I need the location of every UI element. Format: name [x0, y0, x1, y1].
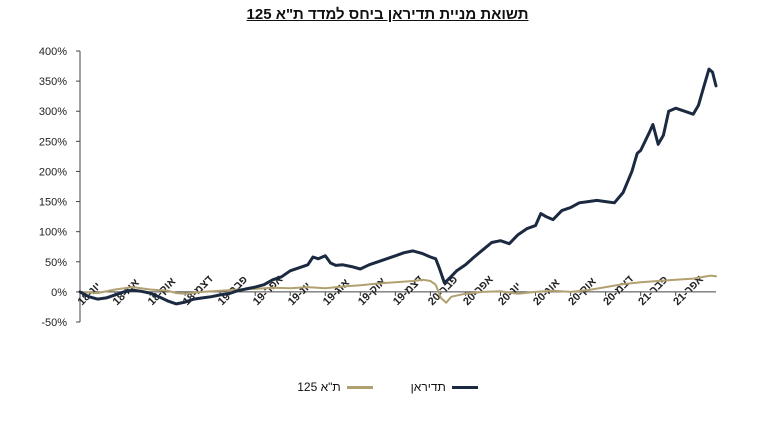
legend-item-tadiran: תדיראן [411, 380, 478, 394]
series-line-tadiran [78, 67, 718, 306]
y-tick-label: 100% [39, 227, 67, 239]
y-tick-label: 350% [39, 76, 67, 88]
legend-item-ta125: ת"א 125 [297, 380, 373, 394]
legend-swatch-ta125 [346, 385, 373, 389]
legend-swatch-tadiran [451, 385, 478, 389]
x-tick-label: פבר-21 [636, 274, 670, 308]
chart-title: תשואת מניית תדיראן ביחס למדד ת"א 125 [246, 6, 529, 23]
x-tick-label: דצמ-20 [601, 273, 636, 308]
y-tick-label: 200% [39, 166, 67, 178]
y-tick-label: -50% [41, 317, 67, 329]
legend-label-tadiran: תדיראן [410, 380, 446, 394]
x-tick-label: אפר-20 [461, 273, 496, 308]
y-tick-label: 150% [39, 197, 67, 209]
x-tick-label: יונ-19 [286, 280, 314, 308]
y-tick-label: 0% [51, 287, 67, 299]
y-tick-label: 300% [39, 106, 67, 118]
legend-label-ta125: ת"א 125 [297, 380, 341, 394]
legend: תדיראן ת"א 125 [0, 380, 775, 394]
y-tick-label: 400% [39, 46, 67, 58]
x-tick-label: דצמ-19 [391, 273, 426, 308]
y-tick-label: 50% [45, 257, 67, 269]
y-tick-label: 250% [39, 136, 67, 148]
series-line-ta125 [79, 274, 717, 304]
